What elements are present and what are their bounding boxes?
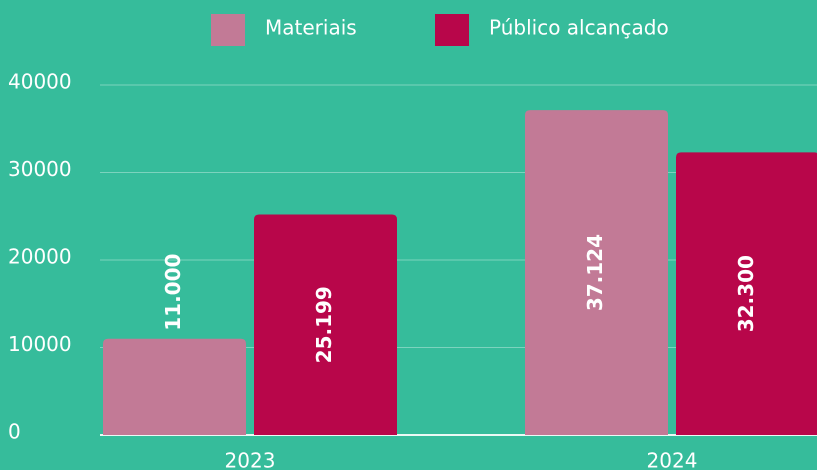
legend-swatch <box>211 14 245 46</box>
bar <box>103 338 246 435</box>
y-tick-label: 0 <box>8 420 21 444</box>
legend-label: Público alcançado <box>489 16 669 40</box>
x-tick-label: 2023 <box>225 449 276 470</box>
bar <box>676 152 817 435</box>
bar <box>525 110 668 435</box>
legend-label: Materiais <box>265 16 357 40</box>
value-label: 25.199 <box>312 286 336 363</box>
value-label: 11.000 <box>161 254 185 331</box>
y-tick-label: 40000 <box>8 70 72 94</box>
y-tick-label: 30000 <box>8 157 72 181</box>
y-tick-label: 10000 <box>8 332 72 356</box>
value-label: 32.300 <box>734 255 758 332</box>
bar <box>254 214 397 435</box>
legend-swatch <box>435 14 469 46</box>
x-tick-label: 2024 <box>647 449 698 470</box>
value-label: 37.124 <box>583 234 607 311</box>
y-tick-label: 20000 <box>8 245 72 269</box>
